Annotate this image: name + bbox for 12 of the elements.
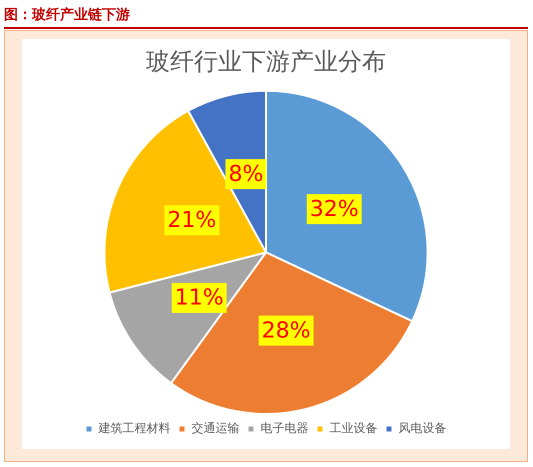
data-label: 28% xyxy=(262,318,311,344)
chart-title: 玻纤行业下游产业分布 xyxy=(146,48,386,76)
data-label: 32% xyxy=(310,196,359,222)
data-label: 11% xyxy=(174,286,224,311)
text: 图：玻纤产业链下游 xyxy=(4,7,130,23)
legend-label: 电子电器 xyxy=(260,421,308,436)
data-label: 21% xyxy=(167,208,216,234)
legend-label: 交通运输 xyxy=(192,421,240,436)
legend-label: 工业设备 xyxy=(330,421,378,436)
legend-label: 建筑工程材料 xyxy=(98,421,170,436)
legend-label: 风电设备 xyxy=(398,421,446,436)
data-label: 8% xyxy=(228,162,264,187)
